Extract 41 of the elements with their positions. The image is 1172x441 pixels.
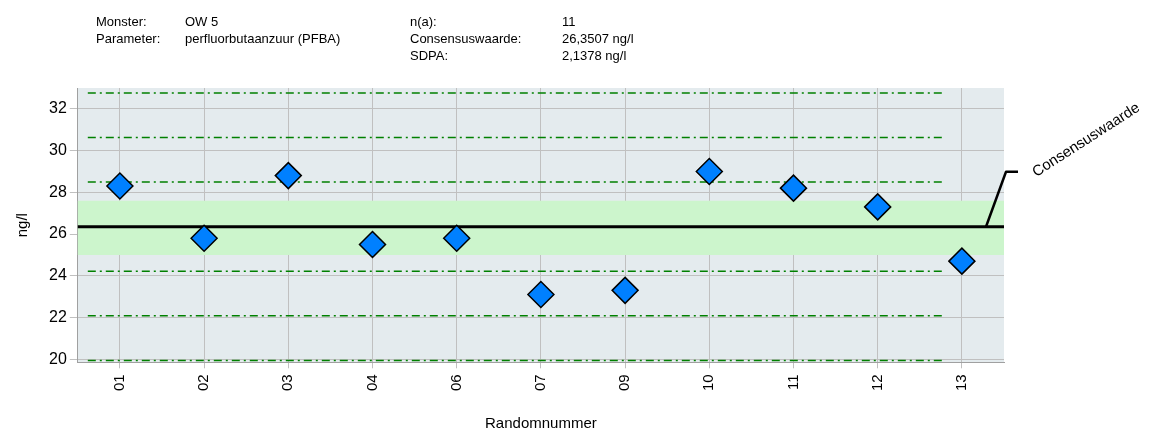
text: 2,1378 ng/l [562, 48, 627, 63]
x-tick-label: 11 [783, 374, 801, 390]
point [863, 193, 892, 221]
y-tick-label: 26 [49, 224, 67, 242]
point [527, 280, 555, 309]
text: 11 [562, 14, 576, 29]
point [358, 230, 387, 259]
x-axis-title: Randomnummer [485, 414, 597, 432]
point [274, 161, 303, 190]
x-tick-label: 12 [867, 374, 885, 391]
text: Parameter: [96, 31, 161, 46]
x-tick-label: 07 [531, 374, 549, 391]
x-tick-label: 01 [110, 374, 128, 391]
text: Monster: [96, 14, 147, 29]
point [779, 174, 808, 202]
x-tick-label: 06 [446, 374, 464, 391]
text: n(a): [410, 14, 437, 29]
text: Consensuswaarde: [410, 31, 522, 46]
x-tick-label: 02 [194, 374, 212, 391]
point [611, 276, 639, 305]
x-tick-label: 09 [615, 374, 633, 391]
x-tick-label: 04 [362, 374, 380, 391]
point [106, 172, 134, 200]
x-tick-label: 13 [952, 374, 970, 391]
point [695, 157, 724, 186]
y-tick-label: 24 [49, 266, 67, 284]
text: perfluorbutaanzuur (PFBA) [185, 31, 341, 46]
y-tick-label: 20 [49, 349, 67, 367]
y-tick-label: 22 [49, 307, 67, 325]
y-tick-label: 28 [49, 182, 67, 200]
y-tick-label: 32 [49, 99, 67, 117]
x-tick-label: 10 [699, 374, 717, 391]
point [442, 224, 471, 252]
y-axis-title: ng/l [13, 213, 31, 238]
text: OW 5 [185, 14, 219, 29]
text: 26,3507 ng/l [562, 31, 634, 46]
point [948, 247, 976, 275]
point [190, 224, 218, 252]
y-tick-label: 30 [49, 140, 67, 158]
x-tick-label: 03 [278, 374, 296, 391]
text: SDPA: [410, 48, 449, 63]
